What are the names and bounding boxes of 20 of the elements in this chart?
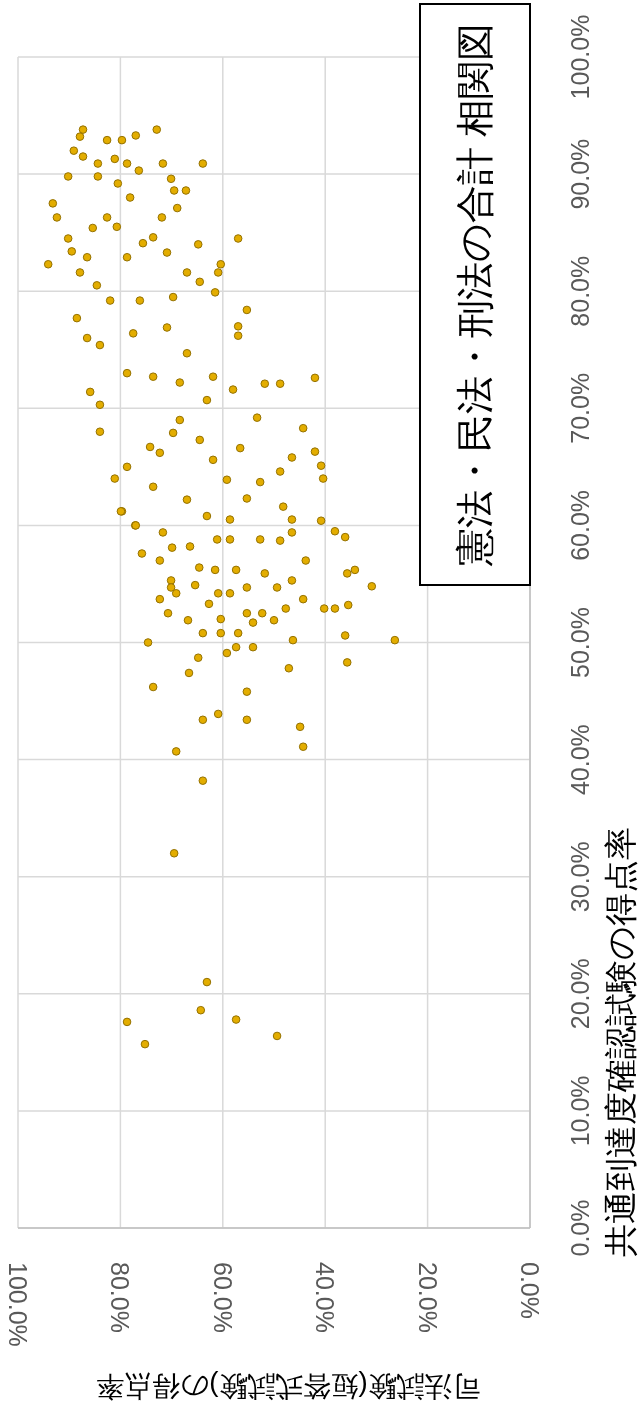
y-tick-label: 70.0% xyxy=(566,372,594,444)
y-tick-label: 50.0% xyxy=(566,607,594,678)
text: 憲法・民法・刑法の合計 相関図 xyxy=(454,22,496,568)
x-tick-label: 100.0% xyxy=(4,1262,32,1347)
x-tick-label: 0.0% xyxy=(516,1262,544,1319)
x-tick-label: 20.0% xyxy=(413,1262,442,1333)
y-tick-label: 90.0% xyxy=(566,138,594,210)
y-tick-label: 30.0% xyxy=(566,841,594,913)
x-tick-label: 80.0% xyxy=(106,1262,135,1333)
x-tick-label: 60.0% xyxy=(208,1262,237,1333)
y-axis-title: 共通到達度確認試験の得点率 xyxy=(601,827,639,1257)
y-tick-label: 10.0% xyxy=(566,1075,594,1147)
y-tick-label: 80.0% xyxy=(566,255,594,327)
y-tick-label: 0.0% xyxy=(566,1199,594,1257)
x-tick-label: 40.0% xyxy=(311,1262,340,1333)
y-tick-label: 100.0% xyxy=(566,14,594,100)
y-tick-label: 40.0% xyxy=(566,724,594,796)
x-axis-title: 司法試験(短答式試験)の得点率 xyxy=(96,1370,480,1402)
y-tick-label: 20.0% xyxy=(566,958,594,1030)
y-tick-label: 60.0% xyxy=(566,489,594,561)
